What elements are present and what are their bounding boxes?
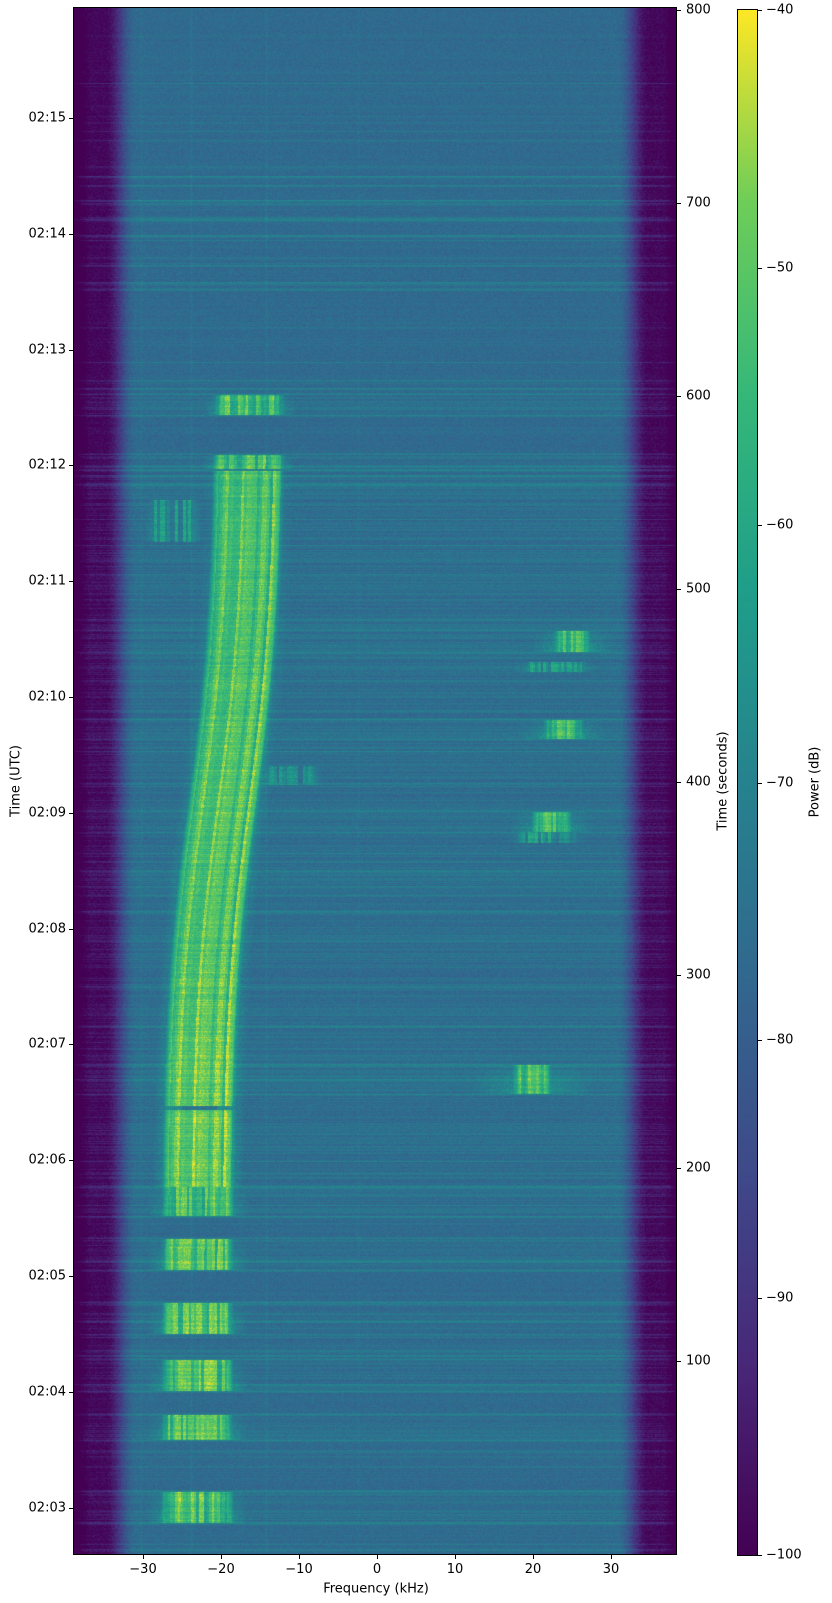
- seconds-tick-label: 300: [686, 967, 711, 983]
- colorbar-tick: [758, 1555, 762, 1556]
- seconds-tick: [677, 396, 681, 397]
- colorbar-tick: [758, 1040, 762, 1041]
- utc-tick-label: 02:14: [28, 226, 66, 242]
- colorbar-tick-label: −80: [766, 1032, 794, 1048]
- colorbar-frame: [737, 9, 758, 1556]
- seconds-tick: [677, 782, 681, 783]
- freq-tick-label: 20: [524, 1562, 542, 1577]
- colorbar-gradient: [738, 10, 757, 1555]
- freq-tick-label: −30: [129, 1562, 157, 1577]
- colorbar-tick-label: −90: [766, 1290, 794, 1306]
- utc-tick-label: 02:11: [28, 573, 66, 589]
- freq-tick: [221, 1555, 222, 1559]
- freq-tick: [611, 1555, 612, 1559]
- y-axis-label-right: Time (seconds): [715, 731, 731, 831]
- seconds-tick-label: 400: [686, 774, 711, 790]
- utc-tick-label: 02:15: [28, 110, 66, 126]
- utc-tick-label: 02:05: [28, 1268, 66, 1284]
- seconds-tick-label: 800: [686, 2, 711, 18]
- utc-tick: [69, 929, 73, 930]
- utc-tick-label: 02:03: [28, 1500, 66, 1516]
- utc-tick-label: 02:08: [28, 921, 66, 937]
- colorbar-tick-label: −100: [766, 1547, 802, 1563]
- seconds-tick: [677, 1168, 681, 1169]
- colorbar-label: Power (dB): [807, 746, 823, 818]
- freq-tick-label: 0: [372, 1562, 382, 1577]
- colorbar-tick: [758, 268, 762, 269]
- freq-tick: [143, 1555, 144, 1559]
- utc-tick: [69, 697, 73, 698]
- utc-tick: [69, 1276, 73, 1277]
- seconds-tick: [677, 10, 681, 11]
- utc-tick-label: 02:10: [28, 689, 66, 705]
- spectrogram-heatmap: [74, 8, 676, 1554]
- utc-tick-label: 02:06: [28, 1152, 66, 1168]
- freq-tick: [299, 1555, 300, 1559]
- seconds-tick: [677, 203, 681, 204]
- seconds-tick-label: 600: [686, 388, 711, 404]
- utc-tick: [69, 234, 73, 235]
- seconds-tick: [677, 589, 681, 590]
- freq-tick: [455, 1555, 456, 1559]
- utc-tick-label: 02:04: [28, 1384, 66, 1400]
- colorbar-tick: [758, 10, 762, 11]
- seconds-tick-label: 100: [686, 1353, 711, 1369]
- freq-tick: [377, 1555, 378, 1559]
- seconds-tick-label: 500: [686, 581, 711, 597]
- colorbar-tick: [758, 1298, 762, 1299]
- colorbar-tick-label: −60: [766, 517, 794, 533]
- utc-tick: [69, 1392, 73, 1393]
- utc-tick: [69, 813, 73, 814]
- x-axis-label: Frequency (kHz): [323, 1581, 429, 1597]
- utc-tick: [69, 350, 73, 351]
- plot-frame: [73, 7, 677, 1555]
- freq-tick: [533, 1555, 534, 1559]
- utc-tick-label: 02:13: [28, 342, 66, 358]
- utc-tick: [69, 465, 73, 466]
- seconds-tick: [677, 1361, 681, 1362]
- colorbar-tick-label: −40: [766, 2, 794, 18]
- freq-tick-label: −10: [285, 1562, 313, 1577]
- utc-tick: [69, 581, 73, 582]
- utc-tick: [69, 1508, 73, 1509]
- colorbar-tick: [758, 783, 762, 784]
- utc-tick-label: 02:09: [28, 805, 66, 821]
- utc-tick-label: 02:12: [28, 457, 66, 473]
- seconds-tick: [677, 975, 681, 976]
- colorbar-tick: [758, 525, 762, 526]
- freq-tick-label: 30: [602, 1562, 620, 1577]
- utc-tick-label: 02:07: [28, 1036, 66, 1052]
- utc-tick: [69, 1160, 73, 1161]
- seconds-tick-label: 700: [686, 195, 711, 211]
- utc-tick: [69, 118, 73, 119]
- colorbar-tick-label: −50: [766, 260, 794, 276]
- y-axis-label-left: Time (UTC): [8, 745, 24, 817]
- seconds-tick-label: 200: [686, 1160, 711, 1176]
- utc-tick: [69, 1044, 73, 1045]
- freq-tick-label: −20: [207, 1562, 235, 1577]
- colorbar-tick-label: −70: [766, 775, 794, 791]
- freq-tick-label: 10: [446, 1562, 464, 1577]
